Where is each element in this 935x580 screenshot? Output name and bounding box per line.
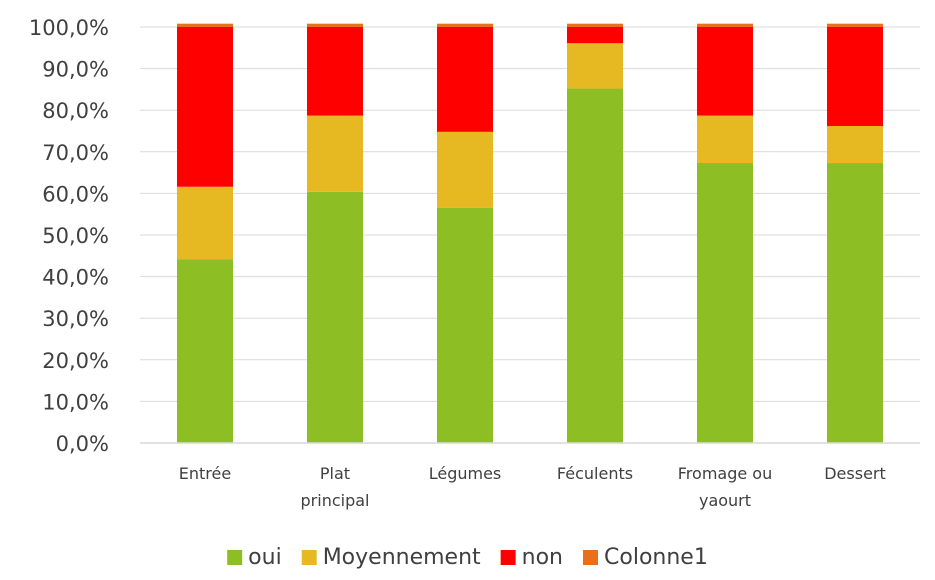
y-tick-label: 60,0% [42,182,109,206]
bar-segment-non [307,27,363,116]
bars [177,23,883,444]
x-tick-label: Fromage ou yaourt [678,464,772,510]
bar-segment-non [177,27,233,187]
gridlines [140,26,920,444]
bar-segment-non [437,27,493,132]
y-tick-label: 30,0% [42,307,109,331]
x-tick-label: Légumes [429,464,502,483]
y-tick-label: 0,0% [56,432,109,456]
bar-segment-oui [177,259,233,443]
y-tick-label: 20,0% [42,349,109,373]
y-tick-label: 40,0% [42,266,109,290]
y-tick-label: 80,0% [42,99,109,123]
bar-segment-moyennement [307,115,363,192]
y-tick-label: 90,0% [42,58,109,82]
bar-segment-moyennement [567,43,623,89]
bar-segment-colonne1 [827,23,883,27]
y-tick-label: 10,0% [42,390,109,414]
legend-item-moyennement: Moyennement [301,545,481,570]
x-tick-label: Dessert [824,464,886,483]
x-tick-label: Entrée [179,464,231,483]
bar-segment-non [827,27,883,127]
legend-label: Moyennement [323,545,481,570]
bar-segment-oui [437,207,493,443]
bar-segment-oui [307,191,363,443]
legend-label: Colonne1 [604,545,708,570]
bar-segment-moyennement [827,126,883,164]
bar-segment-colonne1 [567,23,623,27]
bar-segment-non [567,27,623,44]
x-tick-label: Plat principal [301,464,370,510]
bar-segment-colonne1 [697,23,753,27]
legend-label: oui [248,545,282,570]
bar-segment-moyennement [437,131,493,208]
legend-item-non: non [500,545,563,570]
legend-swatch [227,550,243,565]
legend-item-colonne1: Colonne1 [583,545,708,570]
bar-segment-non [697,27,753,116]
legend-swatch [583,550,599,565]
bar-segment-moyennement [177,186,233,260]
legend: oui Moyennement non Colonne1 [227,545,708,570]
bar-segment-oui [827,163,883,444]
legend-swatch [301,550,317,565]
axes: 0,0% 10,0% 20,0% 30,0% 40,0% 50,0% 60,0% 70,0% 8… [29,16,920,510]
bar-segment-oui [567,88,623,444]
legend-item-oui: oui [227,545,282,570]
bar-segment-colonne1 [177,23,233,27]
y-tick-label: 100,0% [29,16,109,40]
y-tick-label: 50,0% [42,224,109,248]
bar-segment-moyennement [697,115,753,164]
legend-label: non [522,545,563,570]
y-tick-label: 70,0% [42,141,109,165]
bar-segment-colonne1 [307,23,363,27]
legend-swatch [500,550,516,565]
bar-segment-colonne1 [437,23,493,27]
x-tick-label: Féculents [557,464,633,483]
bar-segment-oui [697,163,753,444]
